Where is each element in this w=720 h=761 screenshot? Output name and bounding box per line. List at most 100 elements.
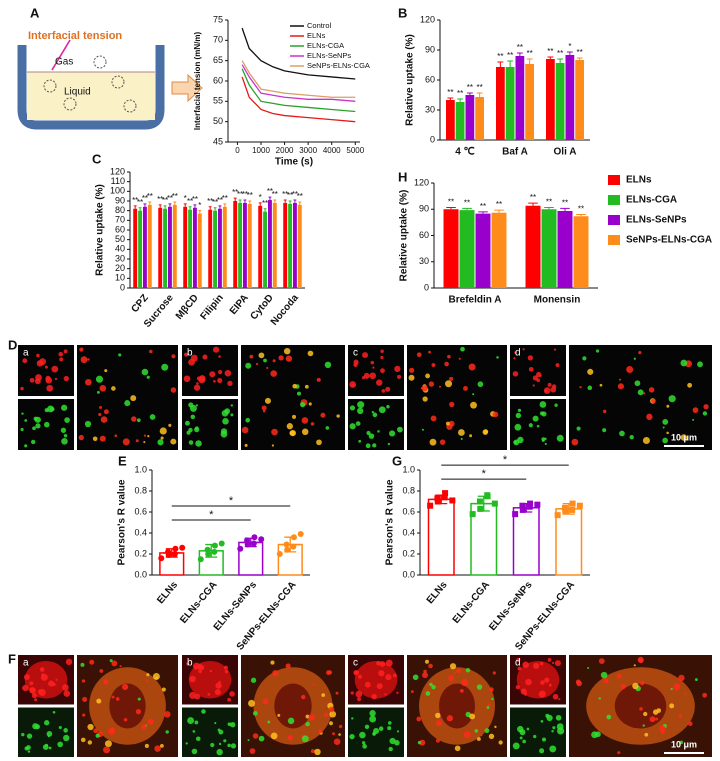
error-bar xyxy=(241,537,260,548)
texture xyxy=(305,714,310,719)
liquid xyxy=(27,72,155,120)
x-tick-label: Brefeldin A xyxy=(449,295,502,306)
data-point xyxy=(290,543,297,550)
nucleus xyxy=(439,683,475,729)
texture xyxy=(528,366,534,372)
texture xyxy=(617,751,621,755)
significance: ** xyxy=(297,192,303,201)
texture xyxy=(428,350,431,354)
error-bar xyxy=(446,207,456,210)
bubble xyxy=(43,79,57,93)
y-tick-label: 30 xyxy=(425,104,435,114)
texture xyxy=(263,358,267,363)
texture xyxy=(149,349,153,354)
texture xyxy=(429,682,433,687)
y-axis-label: Relative uptake (%) xyxy=(399,190,410,282)
texture xyxy=(486,706,490,709)
texture xyxy=(449,401,455,408)
texture xyxy=(541,439,545,442)
data-point xyxy=(491,500,498,507)
panel-label: A xyxy=(30,5,40,20)
texture xyxy=(670,687,673,691)
texture xyxy=(51,365,59,373)
texture xyxy=(258,735,265,742)
texture xyxy=(20,427,24,432)
texture xyxy=(170,387,177,393)
texture xyxy=(525,678,532,686)
texture xyxy=(512,742,520,750)
texture xyxy=(376,683,383,690)
error-bar xyxy=(474,495,494,512)
bar xyxy=(188,209,192,288)
bar xyxy=(446,100,455,140)
texture xyxy=(80,737,86,743)
texture xyxy=(81,679,86,683)
data-point xyxy=(237,545,244,552)
x-tick-label: 2000 xyxy=(276,146,294,155)
texture xyxy=(194,720,199,725)
texture xyxy=(458,429,465,436)
texture xyxy=(241,426,249,434)
texture xyxy=(310,749,315,754)
texture xyxy=(285,355,293,362)
texture xyxy=(262,698,269,705)
texture xyxy=(266,366,269,370)
scale-bar-label: 10 μm xyxy=(671,739,697,749)
texture xyxy=(135,439,139,443)
significance: ** xyxy=(292,190,298,199)
texture xyxy=(324,712,329,717)
y-tick-label: 60 xyxy=(425,74,435,84)
series-line xyxy=(241,76,356,123)
error-bar xyxy=(431,494,451,505)
texture xyxy=(372,443,377,448)
data-point xyxy=(251,534,258,541)
legend-label: ELNs xyxy=(626,175,652,186)
legend-swatch xyxy=(608,235,620,245)
texture xyxy=(651,398,656,404)
texture xyxy=(643,392,646,395)
texture xyxy=(620,683,626,690)
data-point xyxy=(554,512,561,519)
legend-swatch xyxy=(608,215,620,225)
texture xyxy=(688,721,693,727)
texture xyxy=(152,672,160,680)
cell xyxy=(354,660,398,699)
texture xyxy=(445,380,453,388)
bar xyxy=(243,202,247,288)
texture xyxy=(283,347,291,355)
bar xyxy=(158,207,163,288)
texture xyxy=(252,710,258,716)
texture xyxy=(365,443,371,449)
texture xyxy=(619,430,625,437)
y-tick-label: 0.8 xyxy=(402,485,415,495)
texture xyxy=(22,684,29,692)
error-bar xyxy=(258,202,262,206)
bar xyxy=(555,63,565,140)
y-tick-label: 0 xyxy=(120,282,125,292)
significance: ** xyxy=(496,200,502,209)
micrograph xyxy=(407,345,507,450)
texture xyxy=(703,404,709,410)
significance: ** xyxy=(447,88,453,97)
y-tick-label: 20 xyxy=(115,263,125,273)
texture xyxy=(637,656,644,663)
x-axis-label: Time (s) xyxy=(275,157,313,168)
texture xyxy=(144,743,149,748)
texture xyxy=(188,440,194,445)
texture xyxy=(141,724,147,730)
significance: ** xyxy=(448,198,454,207)
series-line xyxy=(241,68,356,113)
texture xyxy=(599,383,603,387)
texture xyxy=(301,694,306,700)
y-tick-label: 60 xyxy=(419,230,429,240)
data-point xyxy=(434,498,441,505)
texture xyxy=(48,680,55,687)
texture xyxy=(668,395,676,403)
texture xyxy=(448,675,455,682)
texture xyxy=(633,357,636,360)
texture xyxy=(270,370,277,377)
texture xyxy=(655,717,659,721)
texture xyxy=(552,661,555,665)
data-point xyxy=(204,546,211,553)
y-tick-label: 80 xyxy=(115,205,125,215)
